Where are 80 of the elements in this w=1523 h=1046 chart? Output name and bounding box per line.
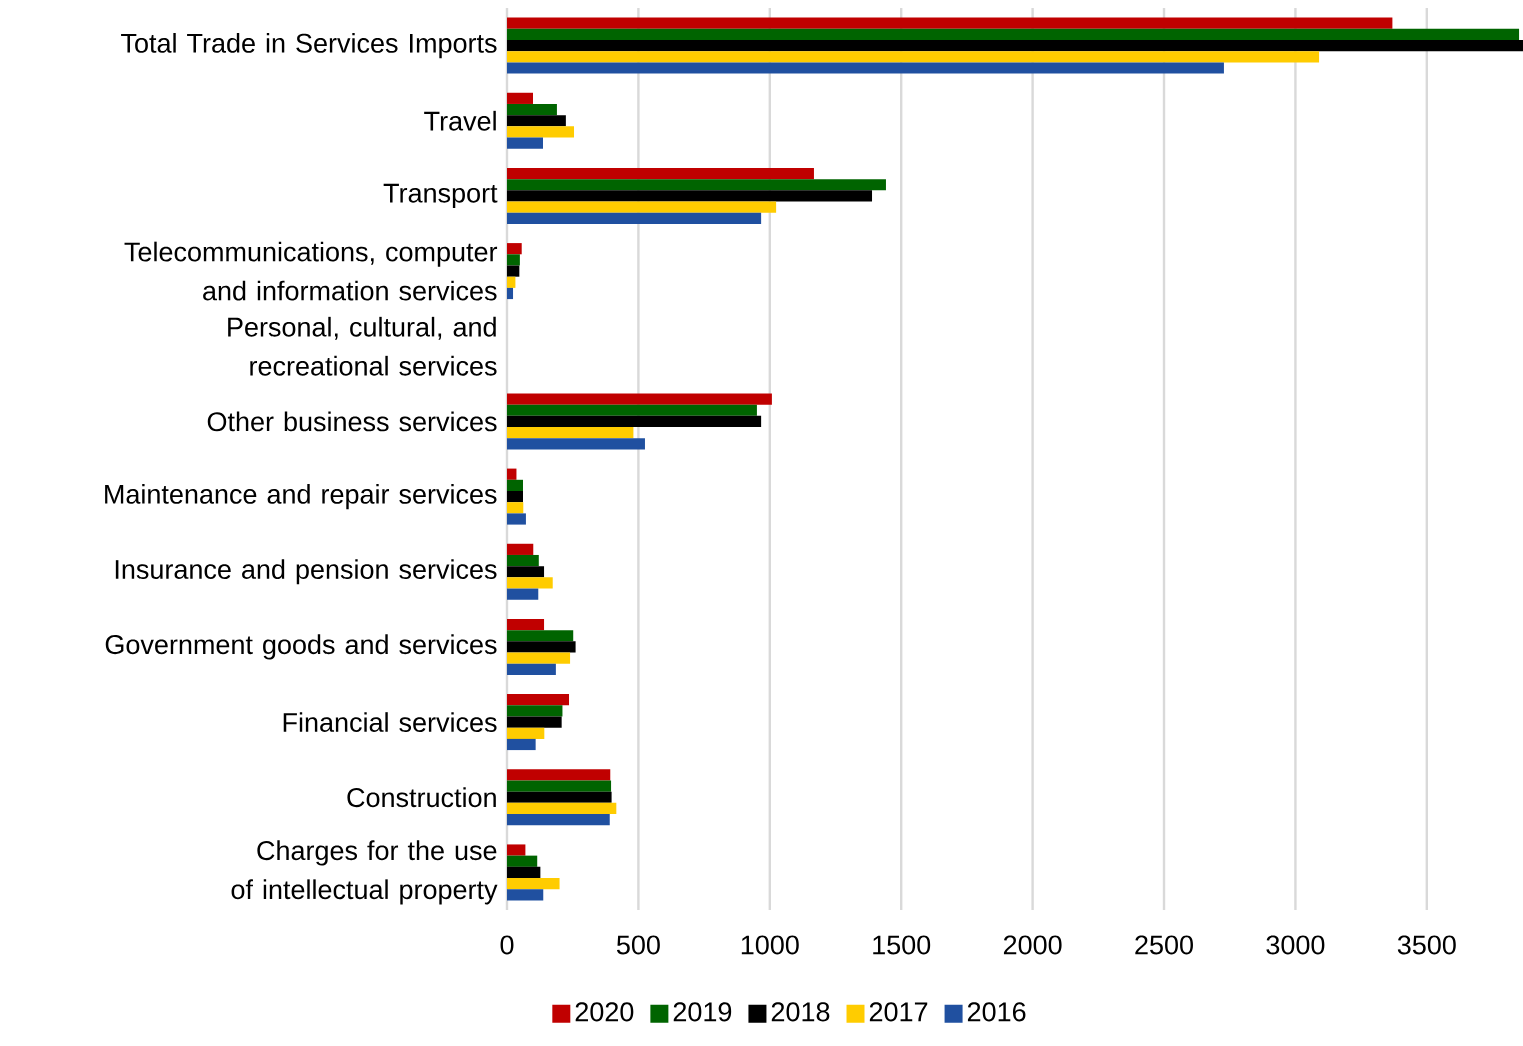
y-tick-label: Charges for the use of intellectual property	[231, 840, 498, 905]
y-tick-label: Maintenance and repair services	[105, 484, 497, 510]
bar	[507, 577, 553, 589]
bar	[507, 265, 520, 277]
y-tick-label: Personal, cultural, and recreational services	[228, 316, 497, 376]
y-tick-label: Government goods and services	[105, 634, 497, 660]
bar	[507, 780, 612, 792]
bar	[507, 115, 566, 127]
bar	[507, 855, 538, 867]
bar	[507, 502, 524, 514]
bar	[507, 415, 762, 428]
x-tick-label: 500	[616, 935, 660, 955]
bar	[507, 137, 543, 149]
bar	[507, 427, 634, 439]
bar	[507, 802, 617, 815]
bar	[507, 878, 560, 890]
x-tick-label: 2500	[1135, 935, 1193, 955]
x-tick-label: 0	[500, 935, 514, 955]
bar	[507, 618, 545, 631]
bar	[507, 588, 539, 600]
bar	[507, 190, 873, 202]
x-tick-label: 3000	[1266, 935, 1325, 955]
bar	[507, 641, 576, 653]
bar	[507, 212, 762, 224]
bar	[507, 727, 545, 739]
legend-label: 2019	[673, 1002, 732, 1022]
bar	[507, 554, 539, 567]
bar	[507, 103, 557, 116]
bar	[507, 490, 524, 503]
x-tick-label: 1000	[741, 935, 799, 955]
bar	[507, 404, 757, 416]
bar	[507, 126, 575, 138]
bar	[507, 468, 517, 480]
legend-label: 2017	[869, 1002, 928, 1022]
bar	[507, 738, 536, 751]
bar	[507, 866, 541, 879]
legend-label: 2016	[967, 1002, 1026, 1022]
x-tick-label: 3500	[1397, 935, 1456, 955]
bar	[507, 276, 516, 288]
x-tick-label: 2000	[1003, 935, 1062, 955]
bar	[507, 167, 814, 180]
x-tick-label: 1500	[873, 935, 931, 955]
bar	[507, 889, 544, 901]
y-tick-label: Other business services	[207, 411, 497, 432]
y-tick-label: Financial services	[283, 712, 497, 732]
bar	[507, 287, 514, 300]
bar	[507, 769, 611, 781]
bar	[507, 51, 1320, 63]
bar	[507, 630, 574, 642]
bar	[507, 438, 645, 450]
bar	[507, 62, 1224, 74]
legend-label: 2020	[575, 1002, 634, 1022]
y-tick-label: Telecommunications, computer and information services	[124, 241, 498, 301]
bar	[507, 393, 772, 405]
bar	[507, 543, 534, 555]
bar	[507, 28, 1520, 40]
bar	[507, 694, 570, 706]
bar	[507, 17, 1393, 29]
bar	[507, 479, 524, 491]
bar	[507, 201, 777, 213]
bar	[507, 179, 886, 191]
y-tick-label: Construction	[347, 787, 496, 808]
bar	[507, 254, 520, 266]
y-tick-label: Travel	[424, 110, 496, 131]
bar	[507, 92, 534, 104]
bar	[507, 705, 563, 717]
bar	[507, 844, 526, 856]
bar	[507, 243, 522, 255]
bar	[507, 814, 610, 826]
y-tick-label: Insurance and pension services	[115, 559, 497, 585]
bar	[507, 39, 1523, 52]
bar	[507, 513, 526, 525]
y-tick-label: Transport	[383, 183, 498, 209]
bar	[507, 716, 562, 728]
bar	[507, 663, 556, 675]
y-tick-label: Total Trade in Services Imports	[121, 33, 497, 59]
bar	[507, 791, 612, 803]
bar	[507, 652, 571, 664]
bar	[507, 566, 545, 578]
legend-label: 2018	[771, 1002, 830, 1022]
